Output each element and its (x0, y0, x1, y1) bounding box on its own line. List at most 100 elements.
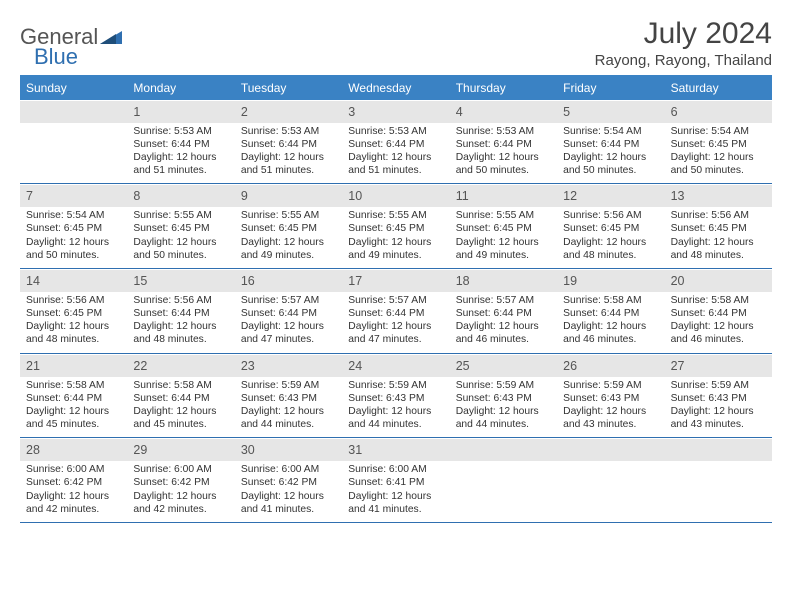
sunset: Sunset: 6:45 PM (241, 222, 336, 235)
logo-triangle-icon (100, 24, 122, 50)
sunrise: Sunrise: 5:57 AM (456, 294, 551, 307)
sunset: Sunset: 6:45 PM (348, 222, 443, 235)
daynum-band (450, 439, 557, 461)
daynum-band (557, 439, 664, 461)
day-number: 4 (456, 105, 463, 119)
daylight: Daylight: 12 hours and 44 minutes. (348, 405, 443, 431)
daynum-band: 13 (665, 185, 772, 207)
sunrise: Sunrise: 5:55 AM (241, 209, 336, 222)
daynum-band: 9 (235, 185, 342, 207)
sun-info: Sunrise: 5:59 AMSunset: 6:43 PMDaylight:… (563, 379, 658, 432)
sunrise: Sunrise: 5:57 AM (348, 294, 443, 307)
day-number: 3 (348, 105, 355, 119)
sunset: Sunset: 6:44 PM (133, 392, 228, 405)
daylight: Daylight: 12 hours and 48 minutes. (563, 236, 658, 262)
sun-info: Sunrise: 5:56 AMSunset: 6:45 PMDaylight:… (671, 209, 766, 262)
sun-info: Sunrise: 5:56 AMSunset: 6:45 PMDaylight:… (26, 294, 121, 347)
sun-info: Sunrise: 6:00 AMSunset: 6:42 PMDaylight:… (133, 463, 228, 516)
calendar-cell: 7Sunrise: 5:54 AMSunset: 6:45 PMDaylight… (20, 184, 127, 269)
day-number: 12 (563, 189, 577, 203)
day-header: Sunday (20, 77, 127, 100)
sun-info: Sunrise: 5:53 AMSunset: 6:44 PMDaylight:… (348, 125, 443, 178)
sunrise: Sunrise: 5:58 AM (671, 294, 766, 307)
sunset: Sunset: 6:42 PM (133, 476, 228, 489)
sun-info: Sunrise: 5:59 AMSunset: 6:43 PMDaylight:… (241, 379, 336, 432)
sunrise: Sunrise: 5:56 AM (563, 209, 658, 222)
sunset: Sunset: 6:42 PM (241, 476, 336, 489)
daynum-band: 16 (235, 270, 342, 292)
sunrise: Sunrise: 5:57 AM (241, 294, 336, 307)
sunrise: Sunrise: 5:58 AM (563, 294, 658, 307)
daynum-band: 22 (127, 355, 234, 377)
calendar-cell (20, 100, 127, 185)
day-number: 24 (348, 359, 362, 373)
calendar-grid: SundayMondayTuesdayWednesdayThursdayFrid… (20, 75, 772, 523)
day-header: Saturday (665, 77, 772, 100)
calendar-cell: 26Sunrise: 5:59 AMSunset: 6:43 PMDayligh… (557, 354, 664, 439)
day-number (563, 443, 566, 457)
sun-info: Sunrise: 5:54 AMSunset: 6:45 PMDaylight:… (26, 209, 121, 262)
sun-info: Sunrise: 5:55 AMSunset: 6:45 PMDaylight:… (133, 209, 228, 262)
sunset: Sunset: 6:45 PM (671, 138, 766, 151)
day-number: 5 (563, 105, 570, 119)
sun-info: Sunrise: 5:58 AMSunset: 6:44 PMDaylight:… (133, 379, 228, 432)
daylight: Daylight: 12 hours and 49 minutes. (241, 236, 336, 262)
daylight: Daylight: 12 hours and 49 minutes. (456, 236, 551, 262)
calendar-cell: 12 Sunrise: 5:56 AMSunset: 6:45 PMDayligh… (557, 184, 664, 269)
daynum-band: 3 (342, 101, 449, 123)
sun-info: Sunrise: 5:59 AMSunset: 6:43 PMDaylight:… (348, 379, 443, 432)
sun-info: Sunrise: 5:57 AMSunset: 6:44 PMDaylight:… (241, 294, 336, 347)
daylight: Daylight: 12 hours and 47 minutes. (348, 320, 443, 346)
sunrise: Sunrise: 6:00 AM (133, 463, 228, 476)
sunrise: Sunrise: 5:58 AM (26, 379, 121, 392)
day-number: 10 (348, 189, 362, 203)
sun-info: Sunrise: 6:00 AMSunset: 6:42 PMDaylight:… (241, 463, 336, 516)
sunset: Sunset: 6:44 PM (563, 307, 658, 320)
calendar-cell (665, 438, 772, 523)
daylight: Daylight: 12 hours and 51 minutes. (348, 151, 443, 177)
day-header: Tuesday (235, 77, 342, 100)
sunset: Sunset: 6:43 PM (348, 392, 443, 405)
daylight: Daylight: 12 hours and 44 minutes. (456, 405, 551, 431)
logo-text-blue: Blue (34, 44, 78, 70)
daynum-band (665, 439, 772, 461)
sunrise: Sunrise: 5:55 AM (348, 209, 443, 222)
daylight: Daylight: 12 hours and 49 minutes. (348, 236, 443, 262)
calendar-cell: 16Sunrise: 5:57 AMSunset: 6:44 PMDayligh… (235, 269, 342, 354)
calendar-cell: 14Sunrise: 5:56 AMSunset: 6:45 PMDayligh… (20, 269, 127, 354)
daynum-band: 20 (665, 270, 772, 292)
daylight: Daylight: 12 hours and 43 minutes. (671, 405, 766, 431)
sun-info: Sunrise: 5:53 AMSunset: 6:44 PMDaylight:… (133, 125, 228, 178)
month-title: July 2024 (595, 18, 772, 50)
sunset: Sunset: 6:45 PM (563, 222, 658, 235)
header: General July 2024 Rayong, Rayong, Thaila… (20, 18, 772, 69)
sun-info: Sunrise: 5:58 AMSunset: 6:44 PMDaylight:… (671, 294, 766, 347)
daynum-band: 14 (20, 270, 127, 292)
sun-info: Sunrise: 6:00 AMSunset: 6:42 PMDaylight:… (26, 463, 121, 516)
day-number (456, 443, 459, 457)
sunset: Sunset: 6:41 PM (348, 476, 443, 489)
calendar-cell (450, 438, 557, 523)
daynum-band: 19 (557, 270, 664, 292)
daynum-band: 23 (235, 355, 342, 377)
daylight: Daylight: 12 hours and 48 minutes. (26, 320, 121, 346)
sunset: Sunset: 6:44 PM (456, 138, 551, 151)
sun-info: Sunrise: 5:55 AMSunset: 6:45 PMDaylight:… (456, 209, 551, 262)
calendar-cell: 4Sunrise: 5:53 AMSunset: 6:44 PMDaylight… (450, 100, 557, 185)
sun-info: Sunrise: 5:56 AMSunset: 6:45 PMDaylight:… (563, 209, 658, 262)
calendar-cell: 13Sunrise: 5:56 AMSunset: 6:45 PMDayligh… (665, 184, 772, 269)
sunset: Sunset: 6:45 PM (671, 222, 766, 235)
day-number: 22 (133, 359, 147, 373)
sun-info: Sunrise: 5:54 AMSunset: 6:45 PMDaylight:… (671, 125, 766, 178)
daynum-band: 28 (20, 439, 127, 461)
daylight: Daylight: 12 hours and 42 minutes. (26, 490, 121, 516)
daylight: Daylight: 12 hours and 45 minutes. (133, 405, 228, 431)
calendar-cell: 8Sunrise: 5:55 AMSunset: 6:45 PMDaylight… (127, 184, 234, 269)
daylight: Daylight: 12 hours and 46 minutes. (563, 320, 658, 346)
day-header: Thursday (450, 77, 557, 100)
calendar-cell: 25Sunrise: 5:59 AMSunset: 6:43 PMDayligh… (450, 354, 557, 439)
location: Rayong, Rayong, Thailand (595, 52, 772, 69)
calendar-cell: 23Sunrise: 5:59 AMSunset: 6:43 PMDayligh… (235, 354, 342, 439)
sunset: Sunset: 6:44 PM (133, 138, 228, 151)
daylight: Daylight: 12 hours and 46 minutes. (671, 320, 766, 346)
